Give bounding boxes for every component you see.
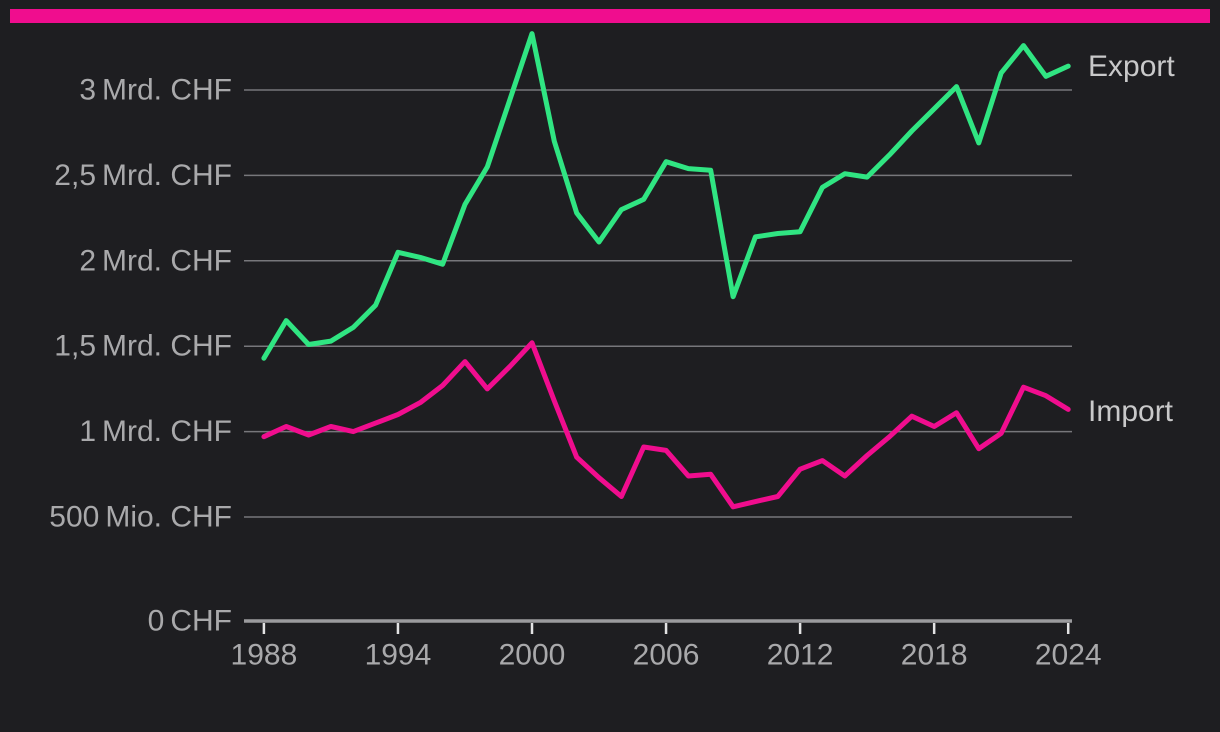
- x-axis-ticks: [262, 623, 1070, 634]
- x-axis-label: 1994: [365, 639, 432, 672]
- y-axis-label: 3 Mrd. CHF: [79, 74, 232, 107]
- y-axis-label: 2 Mrd. CHF: [79, 244, 232, 277]
- x-axis-label: 2012: [767, 639, 834, 672]
- y-axis-labels: 3 Mrd. CHF 2,5 Mrd. CHF 2 Mrd. CHF 1,5 Mrd.…: [49, 74, 232, 638]
- x-axis-label: 2006: [633, 639, 700, 672]
- y-axis-label: 2,5 Mrd. CHF: [54, 159, 232, 192]
- import-line: [261, 340, 1071, 510]
- x-axis-labels: 1988 1994 2000 2006 2012 2018 2024: [231, 639, 1102, 672]
- series-label-import: Import: [1088, 395, 1174, 428]
- top-accent-bar: [10, 9, 1210, 23]
- x-axis-label: 1988: [231, 639, 298, 672]
- series-label-export: Export: [1088, 50, 1175, 83]
- x-axis-label: 2018: [901, 639, 968, 672]
- y-axis-label: 1,5 Mrd. CHF: [54, 330, 232, 363]
- y-axis-label: 500 Mio. CHF: [49, 501, 232, 534]
- grid-lines: [244, 89, 1072, 518]
- x-axis-label: 2000: [499, 639, 566, 672]
- export-line: [261, 31, 1071, 361]
- y-axis-label: 0 CHF: [148, 605, 232, 638]
- y-axis-label: 1 Mrd. CHF: [79, 415, 232, 448]
- x-axis-label: 2024: [1035, 639, 1102, 672]
